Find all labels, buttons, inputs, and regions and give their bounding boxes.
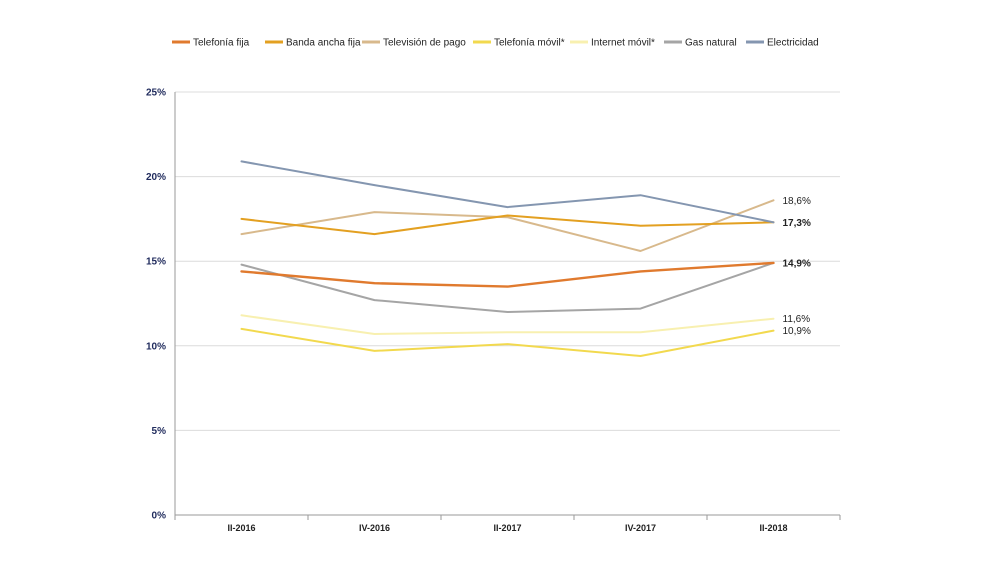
chart-grid (175, 91, 840, 431)
y-tick-label-3: 15% (146, 257, 166, 268)
legend-label-2: Televisión de pago (383, 38, 466, 49)
legend-label-1: Banda ancha fija (286, 38, 361, 49)
series-line-0 (240, 261, 775, 288)
y-tick-label-4: 20% (146, 172, 166, 183)
end-label-1: 17,3% (783, 218, 811, 229)
end-label-2: 14,9% (783, 258, 811, 269)
series-line-2 (240, 199, 775, 252)
end-label-4: 10,9% (783, 326, 811, 337)
series-line-5 (240, 261, 775, 313)
x-tick-label-2: II-2017 (493, 523, 521, 533)
y-tick-label-0: 0% (152, 511, 167, 522)
chart-legend: Telefonía fija Banda ancha fija Televisión… (172, 38, 819, 49)
x-tick-label-1: IV-2016 (359, 523, 390, 533)
y-tick-label-2: 10% (146, 341, 166, 352)
x-tick-label-3: IV-2017 (625, 523, 656, 533)
legend-label-3: Telefonía móvil* (494, 38, 565, 49)
legend-label-0: Telefonía fija (193, 38, 250, 49)
chart-series (240, 160, 775, 357)
series-line-6 (240, 160, 775, 224)
x-tick-label-4: II-2018 (759, 523, 787, 533)
series-line-3 (240, 327, 775, 357)
x-tick-label-0: II-2016 (227, 523, 255, 533)
legend-label-6: Electricidad (767, 38, 819, 49)
end-label-0: 18,6% (783, 196, 811, 207)
chart-axes: 0% 5% 10% 15% 20% 25% II-2016 IV-2016 II-2017 IV-… (146, 88, 841, 533)
end-label-3: 11,6% (783, 314, 811, 325)
y-tick-label-1: 5% (152, 426, 167, 437)
legend-label-4: Internet móvil* (591, 38, 655, 49)
series-line-4 (240, 314, 775, 335)
chart-end-labels: 18,6% 17,3% 14,9% 11,6%10,9% (783, 196, 811, 337)
y-tick-label-5: 25% (146, 88, 166, 99)
legend-label-5: Gas natural (685, 38, 737, 49)
series-line-1 (240, 214, 775, 236)
